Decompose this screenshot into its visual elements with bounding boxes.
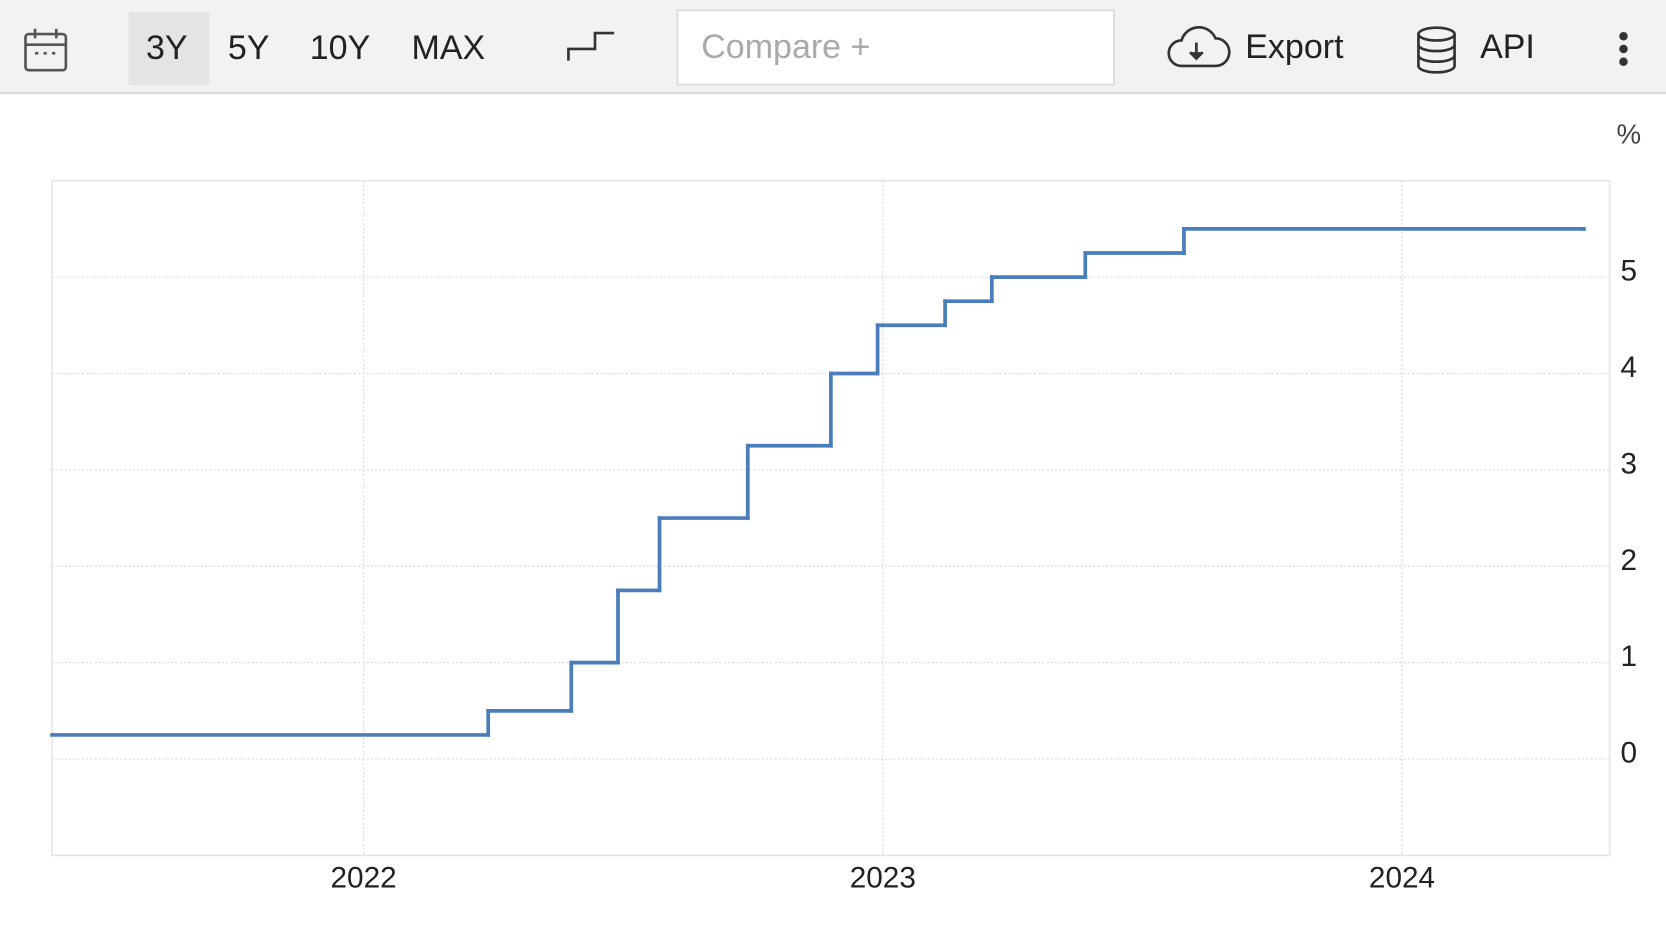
x-tick-label: 2024 (1369, 862, 1435, 895)
y-tick-label: 3 (1621, 447, 1638, 480)
chart-type-button[interactable] (567, 31, 615, 61)
export-icon[interactable] (1167, 26, 1231, 68)
range-button[interactable]: MAX (412, 29, 486, 67)
api-button[interactable]: API (1480, 28, 1535, 66)
x-tick-label: 2022 (330, 862, 396, 895)
export-button[interactable]: Export (1245, 28, 1344, 66)
x-tick-label: 2023 (850, 862, 916, 895)
active-range-bg (128, 11, 210, 86)
calendar-button[interactable] (24, 28, 68, 72)
y-tick-label: 1 (1621, 640, 1638, 673)
more-menu[interactable] (1619, 31, 1628, 66)
range-button[interactable]: 10Y (310, 29, 371, 67)
compare-placeholder: Compare + (701, 28, 870, 66)
range-button[interactable]: 3Y (146, 29, 188, 67)
y-tick-label: 5 (1621, 255, 1638, 288)
y-tick-label: 4 (1621, 351, 1638, 384)
y-tick-label: 2 (1621, 544, 1638, 577)
y-tick-label: 0 (1621, 737, 1638, 770)
plot-frame (51, 179, 1611, 857)
compare-input[interactable] (676, 9, 1116, 86)
api-icon[interactable] (1417, 26, 1456, 74)
y-unit: % (1617, 118, 1642, 149)
range-button[interactable]: 5Y (228, 29, 270, 67)
